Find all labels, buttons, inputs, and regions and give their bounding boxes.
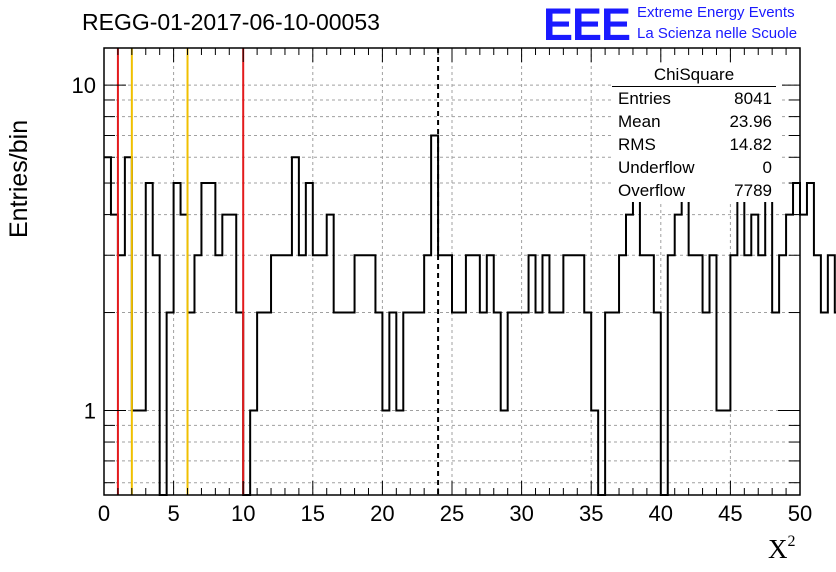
x-tick-label: 15 [301, 501, 325, 526]
x-axis-label: X2 [768, 533, 796, 564]
stats-title: ChiSquare [612, 65, 776, 87]
y-axis-label: Entries/bin [5, 119, 33, 238]
y-tick-label: 10 [72, 73, 96, 98]
chart-title: REGG-01-2017-06-10-00053 [82, 9, 380, 35]
x-tick-label: 10 [231, 501, 255, 526]
x-tick-label: 0 [98, 501, 110, 526]
stats-row: RMS 14.82 [618, 135, 772, 154]
stats-box: ChiSquare Entries 8041 Mean 23.96 RMS 14.82… [612, 65, 782, 202]
y-tick-label: 1 [84, 399, 96, 424]
stats-row: Entries 8041 [618, 89, 772, 108]
x-tick-label: 25 [440, 501, 464, 526]
x-tick-label: 40 [649, 501, 673, 526]
x-tick-label: 30 [509, 501, 533, 526]
x-tick-label: 35 [579, 501, 603, 526]
stats-row: Underflow 0 [618, 158, 772, 177]
x-tick-label: 20 [370, 501, 394, 526]
eee-logo: EEE [543, 0, 631, 50]
stats-row: Mean 23.96 [618, 112, 772, 131]
x-tick-label: 45 [718, 501, 742, 526]
x-tick-label: 50 [788, 501, 812, 526]
x-tick-label: 5 [167, 501, 179, 526]
stats-row: Overflow 7789 [618, 181, 772, 200]
logo-subtitle-2: La Scienza nelle Scuole [637, 25, 798, 42]
logo-subtitle-1: Extreme Energy Events [637, 4, 795, 21]
